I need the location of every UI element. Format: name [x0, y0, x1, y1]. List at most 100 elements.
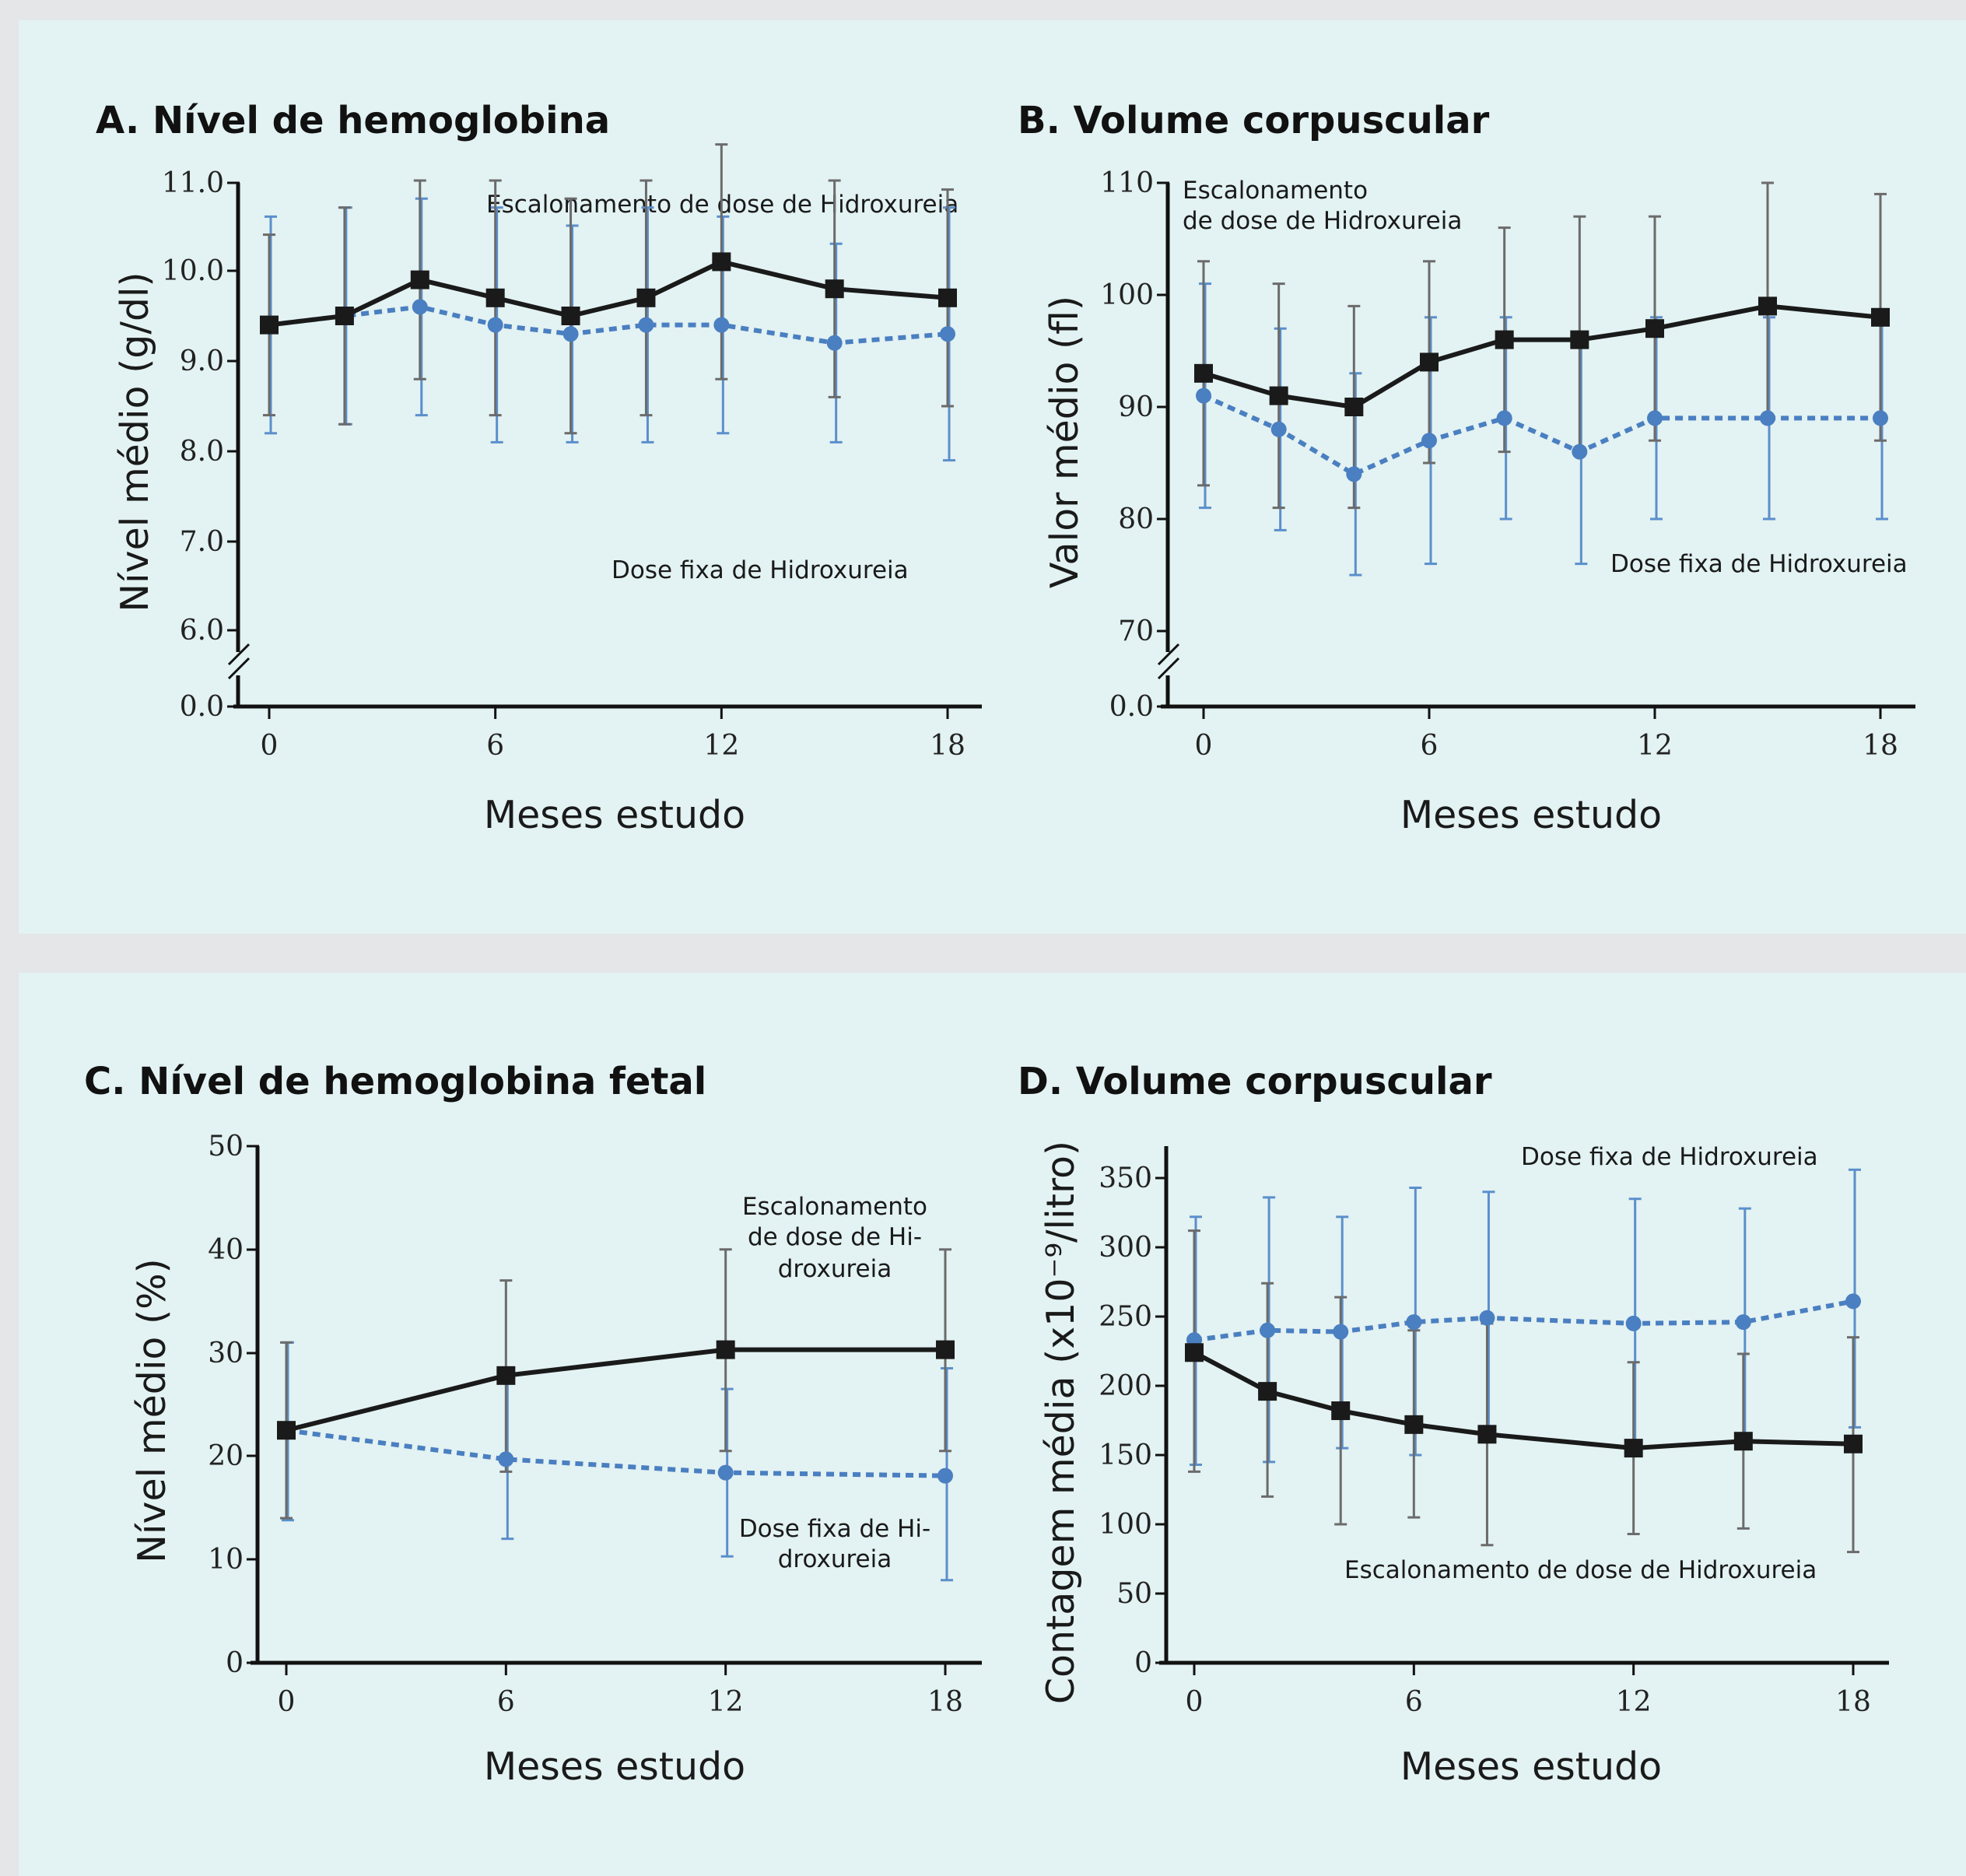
data-point-fixed [1735, 1314, 1751, 1331]
chart-d-xlabel: Meses estudo [1400, 1745, 1662, 1789]
chart-a-xlabel: Meses estudo [484, 793, 745, 837]
chart-b-annotation-escalation-line1: Escalonamento [1183, 177, 1368, 205]
data-point-escalation [636, 288, 656, 307]
series-line-fixed [286, 1428, 946, 1478]
axis-break-mark [227, 657, 251, 680]
series-line-escalation [1203, 303, 1881, 410]
chart-d-annotation-escalation: Escalonamento de dose de Hidroxureia [1344, 1556, 1817, 1584]
data-point-escalation [410, 270, 429, 289]
x-tick-label: 12 [1637, 730, 1673, 762]
chart-c-title: C. Nível de hemoglobina fetal [84, 1060, 706, 1103]
x-tick-label: 6 [497, 1686, 515, 1718]
chart-d-ylabel: Contagem média (x10⁻⁹/litro) [1039, 1141, 1083, 1704]
x-tick-label: 6 [486, 730, 504, 762]
chart-c-plot-area: 50 40 30 20 10 0 0 6 12 18 [208, 1131, 982, 1718]
data-point-escalation [485, 288, 505, 307]
data-point-fixed [1873, 410, 1888, 426]
chart-c-xlabel: Meses estudo [484, 1745, 745, 1789]
data-point-escalation [1645, 319, 1664, 338]
y-tick-label: 20 [208, 1440, 244, 1472]
y-tick-label: 300 [1099, 1232, 1152, 1264]
bottom-panel [19, 973, 1966, 1876]
y-tick-label: 10 [208, 1544, 244, 1576]
chart-b-annotation-escalation-line2: de dose de Hidroxureia [1183, 207, 1462, 235]
chart-c-annotation-escalation-line3: droxureia [778, 1255, 892, 1283]
chart-d-title: D. Volume corpuscular [1018, 1060, 1492, 1103]
data-point-escalation [716, 1340, 735, 1359]
chart-b-ylabel: Valor médio (fl) [1043, 296, 1087, 588]
data-point-escalation [1733, 1432, 1753, 1451]
x-tick-label: 18 [930, 730, 965, 762]
x-tick-label: 18 [1835, 1686, 1871, 1718]
chart-b-annotation-fixed: Dose fixa de Hidroxureia [1610, 550, 1908, 578]
data-point-fixed [826, 335, 843, 351]
data-point-escalation [1624, 1439, 1643, 1458]
chart-a-plot-area: 11.0 10.0 9.0 8.0 7.0 6.0 0.0 0 6 12 18 [162, 143, 982, 762]
y-tick-label: 0.0 [180, 691, 224, 723]
y-tick-label: 50 [208, 1131, 244, 1162]
y-tick-label: 6.0 [180, 615, 224, 647]
series-line-fixed [268, 304, 948, 345]
data-point-escalation [335, 307, 354, 325]
data-point-fixed [1496, 410, 1512, 426]
y-tick-label: 7.0 [180, 526, 224, 558]
x-tick-label: 0 [1186, 1686, 1204, 1718]
data-point-escalation [936, 1340, 955, 1359]
y-tick-label: 30 [208, 1338, 244, 1369]
data-point-fixed [713, 317, 730, 333]
data-point-escalation [561, 307, 580, 325]
y-tick-label: 10.0 [162, 255, 224, 287]
series-line-escalation [1193, 1350, 1854, 1451]
chart-c-annotation-escalation-line1: Escalonamento [742, 1193, 927, 1221]
data-point-escalation [1871, 307, 1890, 327]
data-point-fixed [562, 326, 579, 342]
data-point-escalation [260, 315, 279, 335]
x-tick-label: 0 [1195, 730, 1213, 762]
chart-b-title: B. Volume corpuscular [1018, 99, 1490, 142]
data-point-fixed [487, 317, 503, 333]
chart-c-annotation-escalation-line2: de dose de Hi- [748, 1223, 922, 1251]
data-point-fixed [937, 1467, 953, 1484]
data-point-escalation [1844, 1434, 1863, 1453]
chart-a-title: A. Nível de hemoglobina [96, 99, 610, 142]
chart-a-annotation-fixed: Dose fixa de Hidroxureia [612, 556, 909, 584]
series-line-escalation [268, 259, 948, 328]
data-point-escalation [1420, 352, 1439, 372]
chart-d: D. Volume corpuscular Meses estudo Conta… [1018, 1060, 1889, 1789]
data-point-fixed [1647, 410, 1663, 426]
data-point-fixed [412, 299, 428, 315]
chart-c-annotation-fixed-line2: droxureia [778, 1545, 892, 1573]
y-tick-label: 8.0 [180, 436, 224, 468]
chart-b-xlabel: Meses estudo [1400, 793, 1662, 837]
chart-c-annotation-fixed-line1: Dose fixa de Hi- [739, 1515, 930, 1543]
chart-c-ylabel: Nível médio (%) [130, 1258, 174, 1563]
series-line-fixed [1193, 1299, 1854, 1343]
data-point-escalation [1344, 398, 1364, 416]
data-point-fixed [1406, 1314, 1422, 1331]
chart-a: A. Nível de hemoglobina Meses estudo Nív… [96, 99, 982, 837]
x-tick-label: 0 [261, 730, 279, 762]
data-point-escalation [1185, 1343, 1204, 1362]
chart-c: C. Nível de hemoglobina fetal Meses estu… [84, 1060, 982, 1789]
data-point-escalation [496, 1366, 516, 1385]
data-point-fixed [940, 326, 955, 342]
top-panel [19, 20, 1966, 934]
y-tick-label: 11.0 [162, 167, 224, 199]
y-tick-label: 40 [208, 1234, 244, 1266]
axis-break-mark [1157, 657, 1180, 680]
data-point-escalation [1495, 330, 1514, 349]
x-tick-label: 12 [703, 730, 739, 762]
y-tick-label: 0.0 [1109, 691, 1154, 723]
data-point-escalation [1758, 296, 1777, 316]
data-point-fixed [1760, 410, 1775, 426]
data-point-fixed [1270, 421, 1287, 437]
chart-d-plot-area: 350 300 250 200 150 100 50 0 0 6 12 18 [1099, 1146, 1889, 1718]
data-point-fixed [1196, 387, 1211, 404]
y-tick-label: 100 [1099, 1509, 1152, 1541]
data-point-escalation [938, 288, 957, 307]
x-tick-label: 6 [1405, 1686, 1423, 1718]
data-point-fixed [717, 1464, 734, 1481]
data-point-fixed [1572, 444, 1588, 460]
chart-a-ylabel: Nível médio (g/dl) [113, 272, 157, 612]
